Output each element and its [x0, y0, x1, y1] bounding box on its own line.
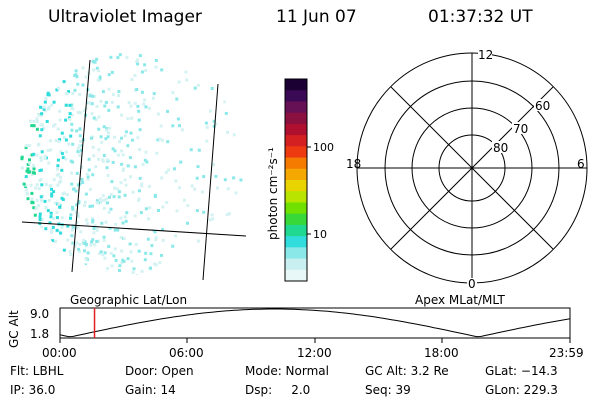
timeline-ytick-1-8: 1.8: [30, 327, 49, 341]
timeline-xtick-1200: 12:00: [297, 346, 332, 360]
glon-status: GLon: 229.3: [485, 383, 558, 397]
mode-status: Mode: Normal: [245, 364, 329, 378]
timeline-xtick-1800: 18:00: [424, 346, 459, 360]
gain-status: Gain: 14: [125, 383, 176, 397]
colorbar-unit-label: photon cm⁻²s⁻¹: [266, 147, 280, 240]
glat-status: GLat: −14.3: [485, 364, 558, 378]
longitude-line-2: [202, 83, 219, 281]
longitude-line-1: [71, 59, 91, 273]
apex-coords-label: Apex MLat/MLT: [415, 293, 505, 307]
ip-status: IP: 36.0: [10, 383, 56, 397]
gc-alt-status: GC Alt: 3.2 Re: [365, 364, 449, 378]
time-label: 01:37:32 UT: [428, 7, 533, 27]
geographic-coords-label: Geographic Lat/Lon: [70, 293, 188, 307]
timeline-axis-title: GC Alt: [7, 310, 21, 348]
timeline-xtick-0600: 06:00: [169, 346, 204, 360]
altitude-curve: [59, 308, 571, 338]
timeline-xtick-2359: 23:59: [549, 346, 584, 360]
seq-status: Seq: 39: [365, 383, 411, 397]
instrument-title: Ultraviolet Imager: [48, 7, 202, 27]
dsp-status: Dsp: 2.0: [245, 383, 311, 397]
latitude-line: [21, 221, 247, 237]
timeline-ytick-9: 9.0: [30, 307, 49, 321]
altitude-timeline: GC Alt 9.0 1.8 00:00 06:00 12:00 18:00 2…: [7, 307, 584, 360]
date-label: 11 Jun 07: [276, 7, 357, 27]
colorbar-tick-10: 10: [313, 228, 327, 241]
colorbar-tick-100: 100: [313, 141, 334, 154]
filter-status: Flt: LBHL: [10, 364, 64, 378]
door-status: Door: Open: [125, 364, 194, 378]
timeline-xtick-0000: 00:00: [42, 346, 77, 360]
color-scale-bar: 100 10 photon cm⁻²s⁻¹: [266, 78, 334, 282]
